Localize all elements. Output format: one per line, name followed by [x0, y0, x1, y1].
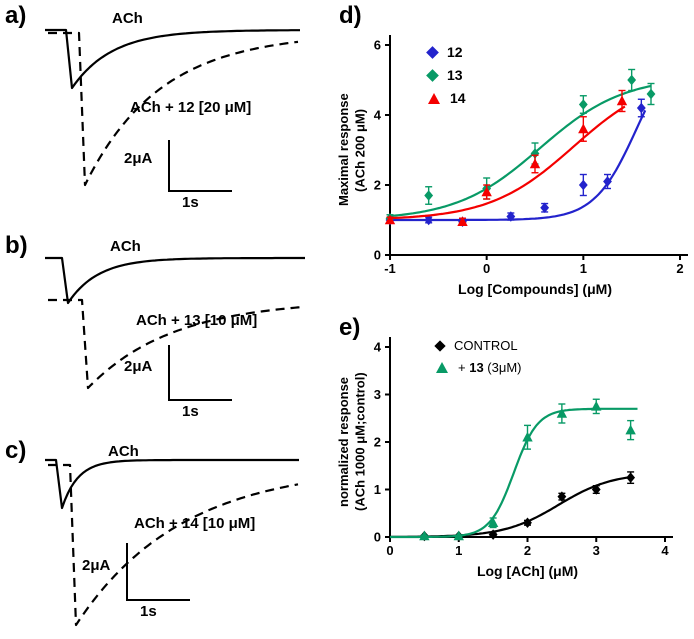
- panel-e-y-axis-label-line2: (ACh 1000 μM;control): [352, 372, 368, 512]
- scale-bar-a: [168, 140, 232, 192]
- compound-trace-label-c: ACh + 14 [10 μM]: [134, 515, 256, 532]
- svg-text:1: 1: [455, 543, 462, 558]
- amplitude-scale-label-a: 2μA: [124, 150, 153, 167]
- svg-text:0: 0: [374, 248, 381, 263]
- panel-e-y-axis-label: normalized response (ACh 1000 μM;control): [336, 347, 369, 537]
- panel-a-trace: a) ACh ACh + 12 [20 μM] 2μA 1s: [0, 0, 330, 230]
- compound-14-marker-icon: [428, 92, 440, 104]
- compound-14-legend-label: 14: [450, 90, 466, 106]
- compound-13-marker-icon: [426, 68, 439, 82]
- svg-text:1: 1: [580, 261, 587, 276]
- panel-b-trace: b) ACh ACh + 13 [10 μM] 2μA 1s: [0, 230, 330, 435]
- svg-text:4: 4: [374, 340, 382, 355]
- panel-c-current-traces: [45, 458, 299, 627]
- panel-c-trace: c) ACh ACh + 14 [10 μM] 2μA 1s: [0, 435, 330, 639]
- svg-text:3: 3: [593, 543, 600, 558]
- amplitude-scale-label-b: 2μA: [124, 358, 153, 375]
- time-scale-label-a: 1s: [182, 194, 199, 211]
- svg-text:2: 2: [374, 178, 381, 193]
- panel-e-ach-response-chart: 0 1 2 3 4 0 1 2 3 4 e) normalized response (ACh 10…: [334, 312, 694, 639]
- panel-c-letter: c): [5, 437, 27, 464]
- svg-text:3: 3: [374, 387, 381, 402]
- svg-text:0: 0: [483, 261, 490, 276]
- compound-12-marker-icon: [426, 45, 439, 59]
- svg-text:2: 2: [524, 543, 531, 558]
- scale-bar-b: [168, 345, 232, 401]
- panel-d-y-axis-label: Maximal response (ACh 200 μM): [336, 45, 369, 255]
- control-legend-label: CONTROL: [454, 338, 518, 353]
- panel-b-current-traces: [45, 256, 305, 390]
- plus-13-marker-icon: [436, 362, 448, 373]
- compound-12-legend-label: 12: [447, 44, 463, 60]
- plus-13-legend-label: + 13 (3μM): [458, 360, 522, 375]
- panel-b-letter: b): [5, 232, 28, 259]
- panel-e-legend: CONTROL + 13 (3μM): [434, 338, 522, 375]
- panel-a-letter: a): [5, 2, 27, 29]
- compound-trace-label-a: ACh + 12 [20 μM]: [130, 99, 252, 116]
- time-scale-label-c: 1s: [140, 603, 157, 620]
- panel-d-plot-area: 0 2 4 6 -1 0 1 2: [334, 0, 694, 285]
- panel-e-y-axis-label-line1: normalized response: [336, 376, 351, 508]
- svg-text:0: 0: [374, 530, 381, 545]
- compound-13-legend-label: 13: [447, 67, 463, 83]
- compound-trace-label-b: ACh + 13 [10 μM]: [136, 312, 258, 329]
- panel-d-y-axis-label-line2: (ACh 200 μM): [352, 108, 368, 192]
- panel-e-letter: e): [339, 314, 361, 341]
- svg-text:1: 1: [374, 482, 381, 497]
- panel-d-x-axis-label: Log [Compounds] (μM): [458, 281, 612, 297]
- svg-text:0: 0: [386, 543, 393, 558]
- chart-svg-e: 0 1 2 3 4 0 1 2 3 4: [374, 337, 673, 558]
- ach-trace-label-b: ACh: [110, 238, 141, 255]
- legend-item-compound-12: 12: [426, 44, 466, 60]
- panel-e-x-axis-label: Log [ACh] (μM): [476, 563, 579, 579]
- svg-text:4: 4: [661, 543, 669, 558]
- svg-text:6: 6: [374, 38, 381, 53]
- panel-e-plot-area: 0 1 2 3 4 0 1 2 3 4: [334, 312, 694, 567]
- time-scale-label-b: 1s: [182, 403, 199, 420]
- amplitude-scale-label-c: 2μA: [82, 557, 111, 574]
- panel-d-y-axis-label-line1: Maximal response: [336, 93, 351, 207]
- panel-a-current-traces: [45, 28, 300, 187]
- legend-item-compound-13: 13: [426, 67, 466, 83]
- panel-d-concentration-response-chart: 0 2 4 6 -1 0 1 2 d) Maximal response (ACh 200 μM…: [334, 0, 694, 312]
- legend-item-plus-13: + 13 (3μM): [436, 360, 522, 375]
- panel-d-letter: d): [339, 2, 362, 29]
- legend-item-compound-14: 14: [428, 90, 466, 106]
- svg-text:-1: -1: [384, 261, 396, 276]
- legend-item-control: CONTROL: [434, 338, 522, 353]
- svg-text:4: 4: [374, 108, 382, 123]
- svg-text:2: 2: [676, 261, 683, 276]
- svg-text:2: 2: [374, 435, 381, 450]
- control-marker-icon: [434, 339, 446, 352]
- panel-d-legend: 12 13 14: [426, 44, 466, 106]
- ach-trace-label-c: ACh: [108, 443, 139, 460]
- ach-trace-label-a: ACh: [112, 10, 143, 27]
- scale-bar-c: [126, 543, 190, 601]
